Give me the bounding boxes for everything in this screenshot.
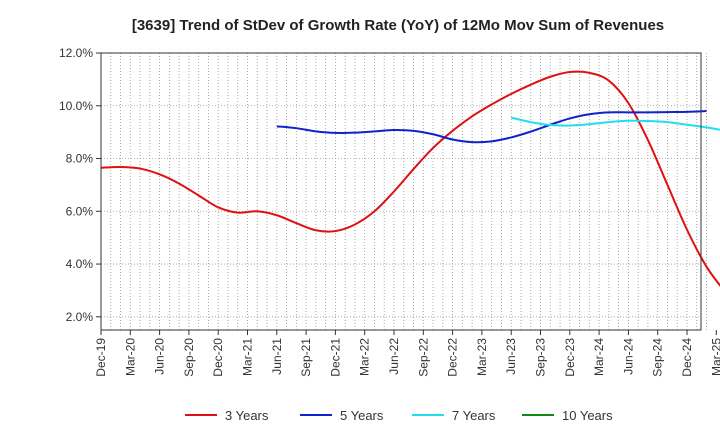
x-tick-label: Mar-22 — [358, 338, 372, 376]
x-tick-label: Mar-23 — [475, 338, 489, 376]
x-tick-label: Sep-23 — [534, 338, 548, 377]
series-line-7-years — [510, 116, 720, 131]
x-tick-label: Jun-20 — [153, 338, 167, 375]
x-tick-label: Mar-21 — [241, 338, 255, 376]
x-tick-label: Sep-24 — [651, 338, 665, 377]
y-axis: 2.0% 4.0% 6.0% 8.0% 10.0% 12.0% — [59, 46, 101, 324]
x-tick-label: Dec-24 — [680, 338, 694, 377]
series-line-5-years — [276, 110, 707, 144]
legend-label: 3 Years — [225, 408, 269, 423]
legend-label: 10 Years — [562, 408, 613, 423]
y-tick-label: 8.0% — [66, 152, 94, 166]
x-tick-label: Mar-20 — [123, 338, 137, 376]
x-tick-label: Jun-24 — [621, 338, 635, 375]
y-tick-label: 4.0% — [66, 257, 94, 271]
x-tick-label: Dec-20 — [211, 338, 225, 377]
x-tick-label: Dec-22 — [446, 338, 460, 377]
x-tick-label: Sep-20 — [182, 338, 196, 377]
y-tick-label: 10.0% — [59, 99, 93, 113]
series-lines — [100, 70, 720, 288]
x-tick-label: Mar-24 — [592, 338, 606, 376]
legend: 3 Years 5 Years 7 Years 10 Years — [185, 408, 613, 423]
x-tick-label: Jun-21 — [270, 338, 284, 375]
x-tick-label: Sep-21 — [299, 338, 313, 377]
x-tick-label: Sep-22 — [416, 338, 430, 377]
y-tick-label: 2.0% — [66, 310, 94, 324]
legend-label: 7 Years — [452, 408, 496, 423]
x-tick-label: Dec-21 — [328, 338, 342, 377]
y-tick-label: 12.0% — [59, 46, 93, 60]
x-tick-label: Dec-19 — [94, 338, 108, 377]
x-tick-label: Jun-22 — [387, 338, 401, 375]
chart-title: [3639] Trend of StDev of Growth Rate (Yo… — [132, 17, 664, 34]
x-tick-label: Mar-25 — [709, 338, 720, 376]
plot-area — [100, 52, 702, 331]
x-tick-label: Dec-23 — [563, 338, 577, 377]
legend-label: 5 Years — [340, 408, 384, 423]
series-line-3-years — [100, 70, 720, 288]
y-tick-label: 6.0% — [66, 204, 94, 218]
x-axis: Dec-19 Mar-20 Jun-20 Sep-20 Dec-20 Mar-21 Jun-… — [94, 330, 720, 377]
x-tick-label: Jun-23 — [504, 338, 518, 375]
